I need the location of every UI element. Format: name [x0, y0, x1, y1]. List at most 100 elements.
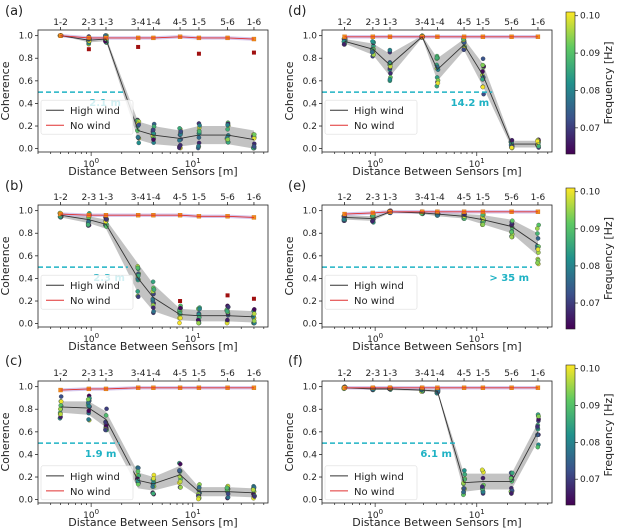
- y-tick-label: 0.0: [19, 145, 34, 155]
- axes-frame: [37, 204, 269, 328]
- legend-label-high-wind: High wind: [70, 472, 120, 483]
- pair-label: 1-2: [337, 18, 352, 28]
- y-tick-label: 0.8: [19, 229, 34, 239]
- frequency-point: [461, 489, 466, 495]
- x-axis-label: Distance Between Sensors [m]: [68, 165, 237, 178]
- frequency-point: [252, 494, 257, 499]
- y-tick-label: 0.2: [303, 297, 317, 307]
- y-tick-label: 0.0: [303, 145, 318, 155]
- x-tick-label: 100: [83, 332, 99, 345]
- legend-label-no-wind: No wind: [354, 296, 394, 307]
- y-tick-label: 0.6: [303, 428, 318, 438]
- x-tick-label: 101: [469, 332, 485, 345]
- frequency-point: [370, 39, 375, 44]
- colorbar-tick-label: 0.08: [580, 438, 600, 448]
- panel-label: (c): [5, 354, 22, 369]
- frequency-point: [510, 470, 515, 476]
- y-tick-label: 0.6: [19, 252, 34, 262]
- y-tick-label: 0.4: [303, 274, 318, 284]
- high-wind-line: [60, 406, 254, 494]
- panel-d: (d) 14.2 m 0.0 0.2 0.4 0.6 0.8 1.0 Coherence 100 1…: [283, 4, 553, 178]
- pair-label: 4-5: [173, 369, 188, 379]
- pair-label: 4-5: [457, 193, 472, 203]
- y-tick-label: 0.4: [19, 274, 34, 284]
- colorbar-tick-label: 0.10: [580, 365, 600, 375]
- frequency-point: [225, 491, 231, 497]
- legend-label-high-wind: High wind: [354, 281, 404, 292]
- pair-label: 3-4: [415, 18, 430, 28]
- pair-label: 1-3: [99, 193, 114, 203]
- panel-label: (f): [288, 354, 303, 369]
- frequency-point: [536, 414, 541, 419]
- frequency-point: [250, 487, 256, 492]
- colorbar-tick-label: 0.08: [580, 262, 600, 272]
- frequency-point: [86, 408, 91, 414]
- frequency-point: [535, 236, 541, 241]
- pair-label: 3-4: [415, 369, 430, 379]
- no-wind-outlier: [251, 296, 256, 301]
- pair-label: 1-3: [383, 18, 398, 28]
- y-tick-label: 1.0: [19, 207, 34, 217]
- no-wind-band: [60, 212, 254, 220]
- frequency-point: [178, 142, 183, 148]
- frequency-point: [177, 320, 182, 326]
- pair-label: 5-6: [220, 18, 235, 28]
- frequency-point: [196, 143, 201, 149]
- colorbar-tick-label: 0.07: [580, 124, 600, 134]
- y-tick-label: 0.6: [303, 252, 318, 262]
- no-wind-outlier: [196, 51, 201, 56]
- frequency-point: [196, 496, 201, 502]
- x-axis-label: Distance Between Sensors [m]: [68, 516, 237, 528]
- frequency-point: [150, 491, 156, 496]
- pair-label: 4-5: [173, 18, 188, 28]
- y-tick-label: 0.8: [303, 229, 318, 239]
- colorbar-tick-label: 0.09: [580, 49, 600, 59]
- pair-label: 3-4: [131, 18, 146, 28]
- frequency-point: [509, 491, 514, 496]
- axes-frame: [321, 380, 553, 504]
- legend-label-no-wind: No wind: [70, 121, 110, 132]
- frequency-point: [196, 320, 201, 326]
- frequency-point: [535, 226, 540, 231]
- panel-b: (b)2.3 m0.00.20.40.60.81.0Coherence10010…: [0, 179, 269, 353]
- frequency-point: [509, 234, 514, 240]
- pair-label: 1-5: [476, 369, 491, 379]
- x-tick-label: 101: [469, 508, 485, 521]
- pair-label: 4-5: [173, 193, 188, 203]
- high-wind-band: [344, 35, 538, 148]
- frequency-point: [535, 231, 540, 236]
- y-tick-label: 0.6: [303, 77, 318, 87]
- frequency-point: [196, 135, 202, 140]
- no-wind-outlier: [86, 47, 91, 52]
- high-wind-band: [344, 210, 538, 256]
- pair-label: 1-4: [146, 193, 161, 203]
- x-tick-label: 100: [367, 157, 383, 170]
- panel-label: (d): [288, 4, 306, 19]
- threshold-label: 14.2 m: [451, 98, 490, 109]
- pair-label: 1-5: [192, 193, 207, 203]
- x-tick-label: 100: [367, 332, 383, 345]
- y-tick-label: 1.0: [19, 383, 34, 393]
- x-tick-label: 101: [185, 332, 201, 345]
- pair-label: 1-2: [337, 193, 352, 203]
- legend-label-no-wind: No wind: [354, 121, 394, 132]
- frequency-point: [225, 317, 230, 323]
- threshold-label: > 35 m: [489, 273, 529, 284]
- no-wind-outlier: [178, 299, 183, 304]
- frequency-point: [103, 413, 109, 418]
- pair-label: 1-5: [192, 18, 207, 28]
- pair-label: 1-4: [146, 18, 161, 28]
- y-axis-label: Coherence: [283, 236, 296, 295]
- legend-label-high-wind: High wind: [70, 281, 120, 292]
- colorbar-gradient: [565, 187, 576, 330]
- frequency-point: [178, 485, 183, 490]
- legend-label-high-wind: High wind: [354, 472, 404, 483]
- pair-label: 1-3: [383, 369, 398, 379]
- y-tick-label: 0.2: [303, 122, 317, 132]
- colorbar-tick-label: 0.09: [580, 402, 600, 412]
- y-tick-label: 0.0: [303, 320, 318, 330]
